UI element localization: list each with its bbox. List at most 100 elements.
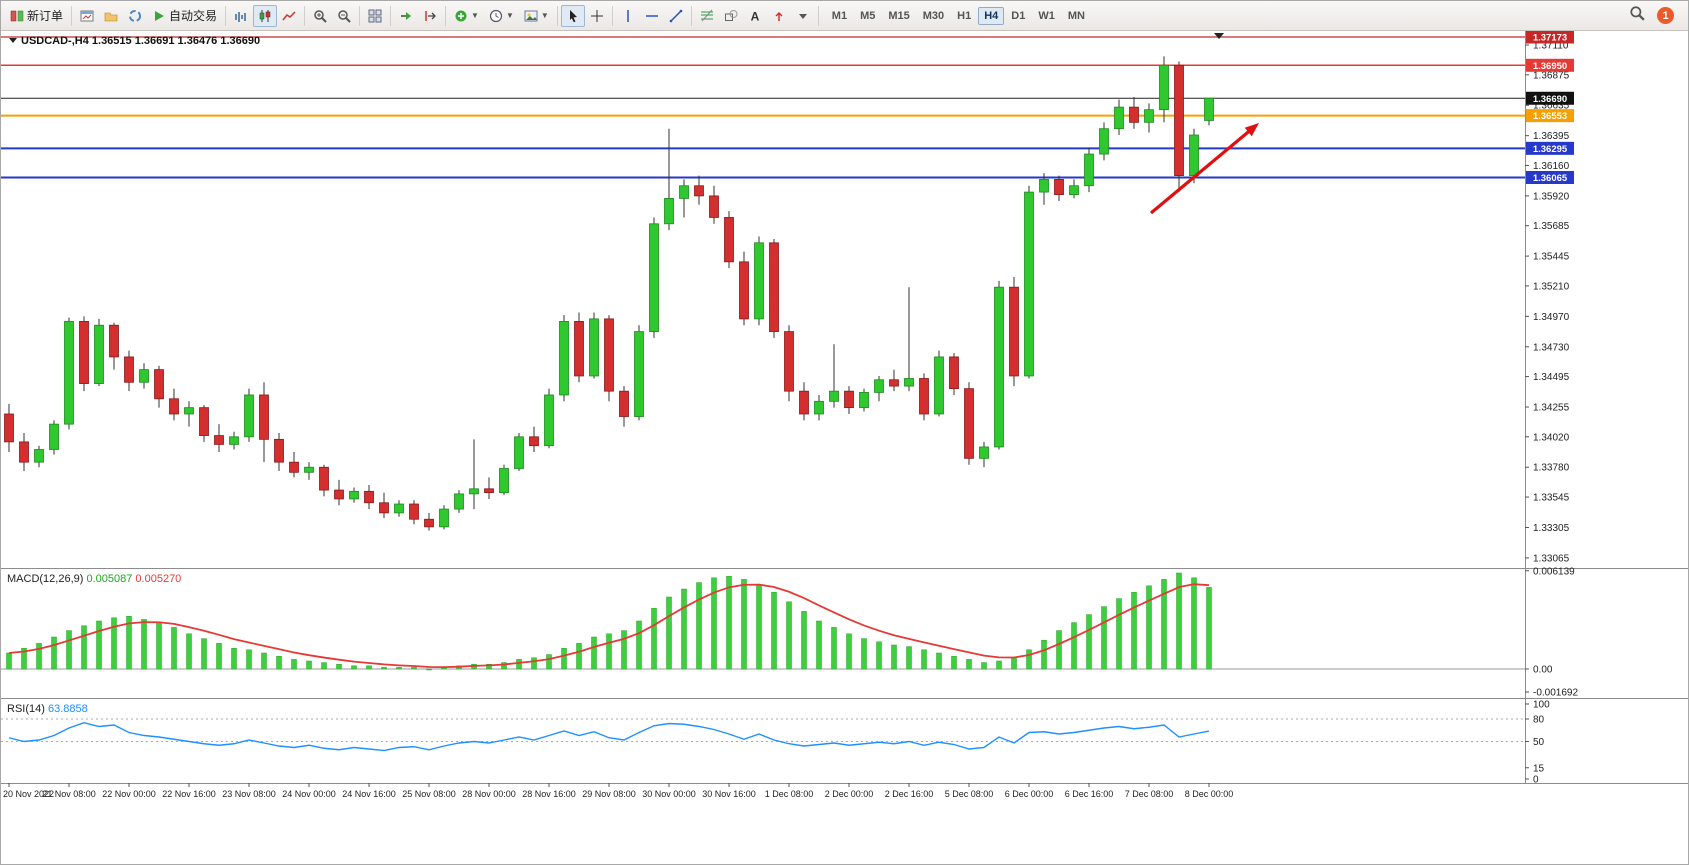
- chart-shift-button[interactable]: [418, 5, 442, 27]
- refresh-button[interactable]: [123, 5, 147, 27]
- toolbar-separator: [390, 5, 392, 26]
- toolbar-separator: [359, 5, 361, 26]
- bars-icon: [234, 9, 248, 23]
- cursor-button[interactable]: [560, 4, 585, 27]
- svg-text:1.36950: 1.36950: [1533, 61, 1567, 72]
- arrows-button[interactable]: [767, 5, 791, 27]
- macd-label: MACD(12,26,9) 0.005087 0.005270: [7, 573, 181, 585]
- toolbar-separator: [225, 5, 227, 26]
- templates-button[interactable]: ▼: [519, 5, 554, 27]
- svg-text:1.36295: 1.36295: [1533, 144, 1568, 155]
- timeframe-w1[interactable]: W1: [1038, 9, 1055, 22]
- tile-windows-button[interactable]: [363, 5, 387, 27]
- svg-text:30 Nov 16:00: 30 Nov 16:00: [702, 789, 756, 799]
- svg-text:A: A: [750, 9, 759, 23]
- text-button[interactable]: A: [743, 5, 767, 27]
- chart-area: 1.37110 1.36875 1.36635 1.36395 1.36160 1.359…: [1, 30, 1689, 865]
- toolbar-separator: [71, 5, 73, 26]
- new-order-button[interactable]: 新订单: [5, 5, 68, 27]
- svg-text:8 Dec 00:00: 8 Dec 00:00: [1185, 789, 1234, 799]
- bar-chart-button[interactable]: [229, 5, 253, 27]
- hline-icon: [645, 9, 659, 23]
- svg-text:1.36635: 1.36635: [1533, 101, 1570, 112]
- toolbar-separator: [304, 5, 306, 26]
- svg-text:1.37110: 1.37110: [1533, 41, 1569, 52]
- fibonacci-button[interactable]: [695, 5, 719, 27]
- shapes-icon: [724, 9, 738, 23]
- svg-text:1.34020: 1.34020: [1533, 432, 1570, 443]
- timeframe-h1[interactable]: H1: [957, 9, 972, 22]
- svg-text:1.37173: 1.37173: [1533, 33, 1567, 44]
- svg-text:1.34255: 1.34255: [1533, 403, 1570, 414]
- autotrading-button[interactable]: 自动交易: [147, 5, 222, 27]
- chart-window-icon: [80, 9, 94, 23]
- zoom-out-icon: [337, 9, 351, 23]
- toolbar-separator: [817, 5, 819, 26]
- shapes-button[interactable]: [719, 5, 743, 27]
- timeframe-m15[interactable]: M15: [888, 9, 910, 22]
- price-label-1.37173: 1.37173: [1526, 30, 1574, 44]
- line-chart-button[interactable]: [277, 5, 301, 27]
- chevron-down-icon: ▼: [540, 10, 549, 20]
- zoom-out-button[interactable]: [332, 5, 356, 27]
- trendline-button[interactable]: [664, 5, 688, 27]
- timeframe-h4[interactable]: H4: [978, 6, 1005, 25]
- svg-text:1.34730: 1.34730: [1533, 342, 1570, 353]
- toolbar-separator: [690, 5, 692, 26]
- horizontal-line-button[interactable]: [640, 5, 664, 27]
- price-label-1.36950: 1.36950: [1526, 58, 1574, 72]
- svg-text:15: 15: [1533, 763, 1545, 774]
- svg-text:20 Nov 2022: 20 Nov 2022: [3, 789, 54, 799]
- svg-text:23 Nov 08:00: 23 Nov 08:00: [222, 789, 276, 799]
- caret-down-icon: [796, 9, 810, 23]
- price-label-1.36690: 1.36690: [1526, 91, 1574, 105]
- svg-text:1.36395: 1.36395: [1533, 131, 1570, 142]
- timeframe-m1[interactable]: M1: [831, 9, 848, 22]
- trend-arrow[interactable]: [1149, 123, 1259, 215]
- timeframe-mn[interactable]: MN: [1067, 9, 1085, 22]
- vertical-line-button[interactable]: [616, 5, 640, 27]
- svg-text:1 Dec 08:00: 1 Dec 08:00: [765, 789, 814, 799]
- trendline-icon: [669, 9, 683, 23]
- crosshair-button[interactable]: [585, 5, 609, 27]
- profiles-button[interactable]: [99, 5, 123, 27]
- profiles-icon: [104, 9, 118, 23]
- auto-scroll-button[interactable]: [394, 5, 418, 27]
- svg-text:28 Nov 16:00: 28 Nov 16:00: [522, 789, 576, 799]
- svg-text:1.36690: 1.36690: [1533, 94, 1567, 105]
- chart-position-marker-icon[interactable]: [1214, 33, 1224, 39]
- svg-text:28 Nov 00:00: 28 Nov 00:00: [462, 789, 516, 799]
- candle-chart-button[interactable]: [253, 4, 278, 27]
- timeframe-m30[interactable]: M30: [922, 9, 945, 22]
- svg-text:1.34495: 1.34495: [1533, 372, 1570, 383]
- zoom-in-button[interactable]: [308, 5, 332, 27]
- charts-window-button[interactable]: [75, 5, 99, 27]
- svg-text:1.35685: 1.35685: [1533, 221, 1570, 232]
- toolbar-separator: [556, 5, 558, 26]
- clock-icon: [489, 9, 503, 23]
- timeframe-d1[interactable]: D1: [1011, 9, 1026, 22]
- price-scale[interactable]: 1.37110 1.36875 1.36635 1.36395 1.36160 1.359…: [1525, 30, 1578, 786]
- svg-text:1.36875: 1.36875: [1533, 70, 1570, 81]
- autotrading-button-label: 自动交易: [169, 9, 218, 23]
- tile-icon: [368, 9, 382, 23]
- svg-text:1.36065: 1.36065: [1533, 173, 1568, 184]
- macd-panel: [1, 572, 1525, 671]
- new-order-button-label: 新订单: [27, 9, 64, 23]
- periods-button[interactable]: ▼: [484, 5, 519, 27]
- search-icon[interactable]: [1629, 5, 1645, 26]
- timeframe-m5[interactable]: M5: [860, 9, 876, 22]
- line-chart-icon: [282, 9, 296, 23]
- svg-text:22 Nov 16:00: 22 Nov 16:00: [162, 789, 216, 799]
- rsi-panel: [1, 718, 1525, 752]
- zoom-in-icon: [313, 9, 327, 23]
- more-tools-button[interactable]: [791, 5, 815, 27]
- notification-badge[interactable]: 1: [1657, 7, 1674, 24]
- chart-region[interactable]: 1.37110 1.36875 1.36635 1.36395 1.36160 1.359…: [1, 30, 1689, 865]
- svg-text:7 Dec 08:00: 7 Dec 08:00: [1125, 789, 1174, 799]
- auto-scroll-icon: [399, 9, 413, 23]
- indicators-button[interactable]: ▼: [449, 5, 484, 27]
- crosshair-icon: [590, 9, 604, 23]
